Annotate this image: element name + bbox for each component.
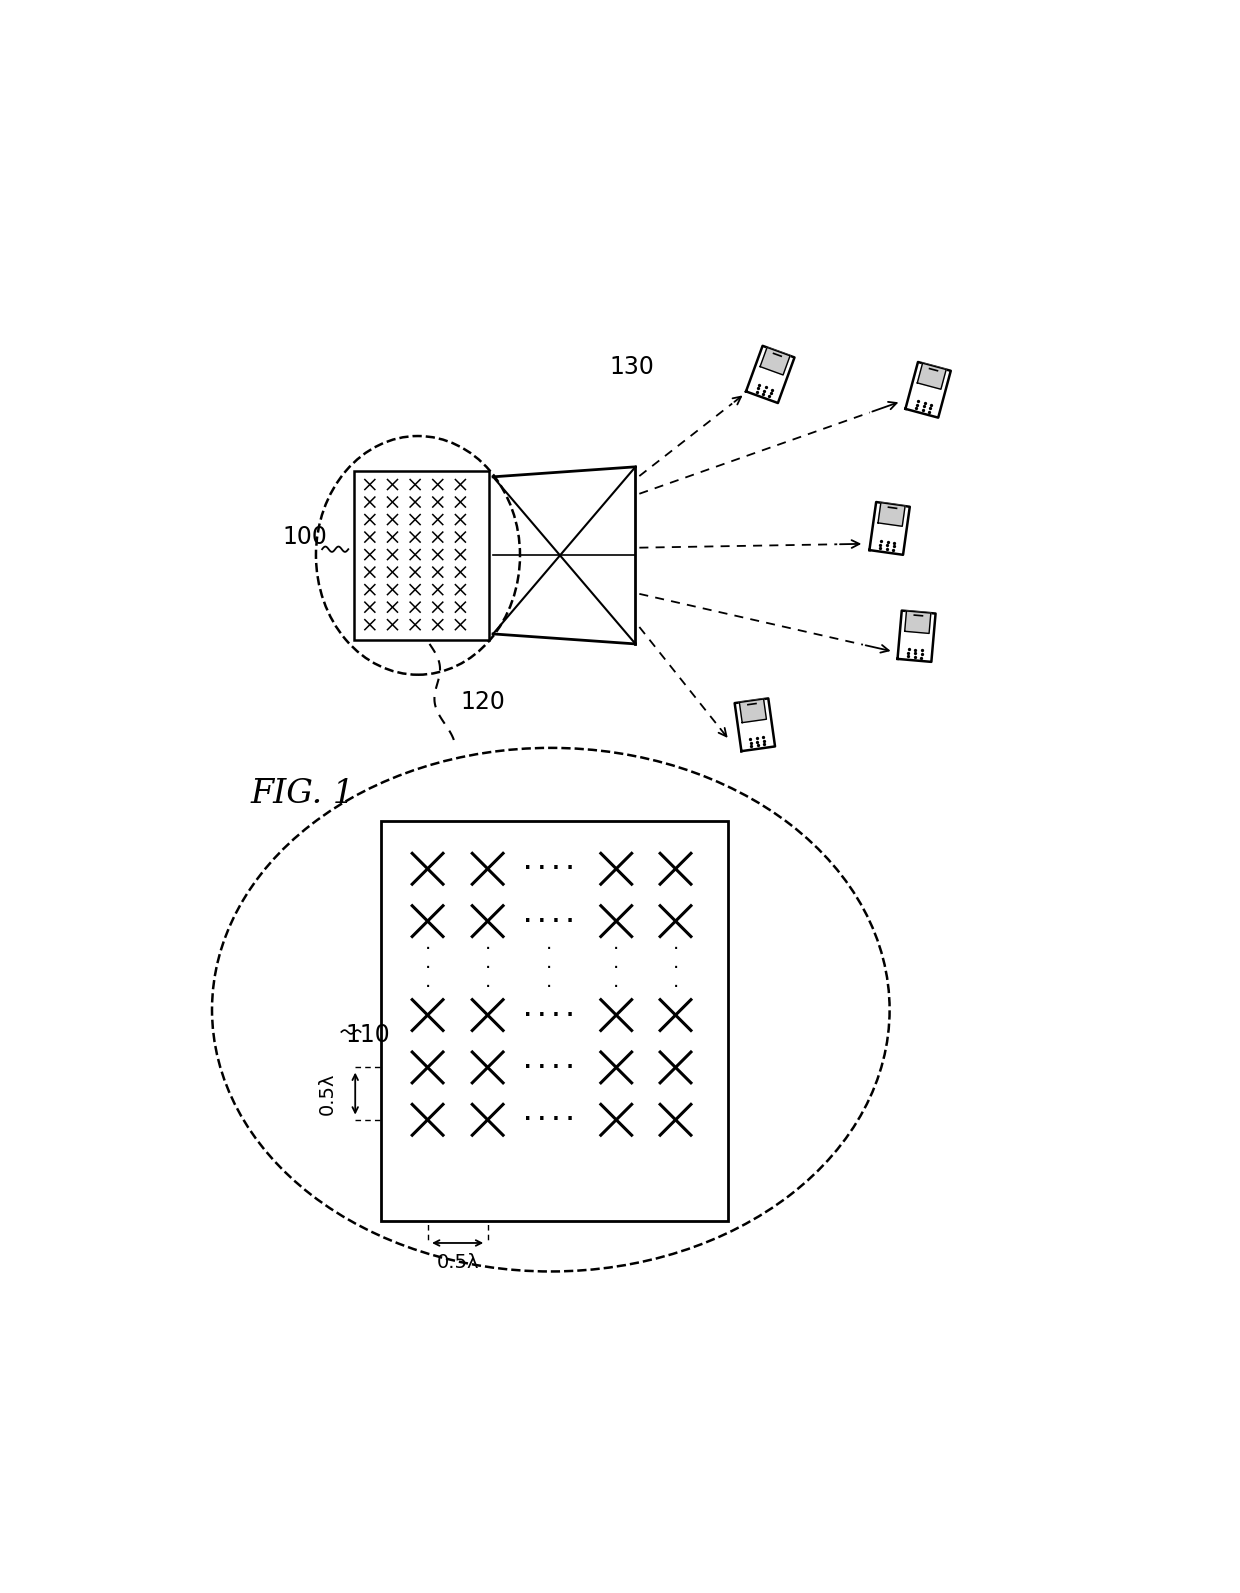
Text: FIG. 1: FIG. 1 xyxy=(250,777,355,811)
Text: ·
·
·: · · · xyxy=(672,940,678,997)
Text: ·
·
·: · · · xyxy=(546,940,552,997)
Text: · · · ·: · · · · xyxy=(525,1110,574,1129)
Polygon shape xyxy=(918,363,946,389)
Text: 100: 100 xyxy=(281,524,327,550)
Polygon shape xyxy=(905,362,951,417)
Polygon shape xyxy=(878,503,905,526)
Polygon shape xyxy=(905,612,931,634)
Polygon shape xyxy=(760,347,790,374)
Text: ·
·
·: · · · xyxy=(613,940,619,997)
Text: ·
·
·: · · · xyxy=(485,940,491,997)
Text: ·
·
·: · · · xyxy=(424,940,430,997)
Bar xyxy=(382,820,728,1222)
Text: 120: 120 xyxy=(460,690,505,714)
Text: · · · ·: · · · · xyxy=(525,1058,574,1077)
Text: 110: 110 xyxy=(345,1023,389,1047)
Bar xyxy=(355,470,490,640)
Text: 0.5λ: 0.5λ xyxy=(436,1254,479,1273)
Text: · · · ·: · · · · xyxy=(525,1005,574,1024)
Polygon shape xyxy=(869,502,910,554)
Polygon shape xyxy=(734,698,775,752)
Text: · · · ·: · · · · xyxy=(525,859,574,878)
Polygon shape xyxy=(746,346,795,403)
Text: 130: 130 xyxy=(609,355,653,379)
Text: 0.5λ: 0.5λ xyxy=(317,1072,337,1115)
Text: · · · ·: · · · · xyxy=(525,911,574,930)
Polygon shape xyxy=(898,610,935,661)
Polygon shape xyxy=(739,699,766,723)
